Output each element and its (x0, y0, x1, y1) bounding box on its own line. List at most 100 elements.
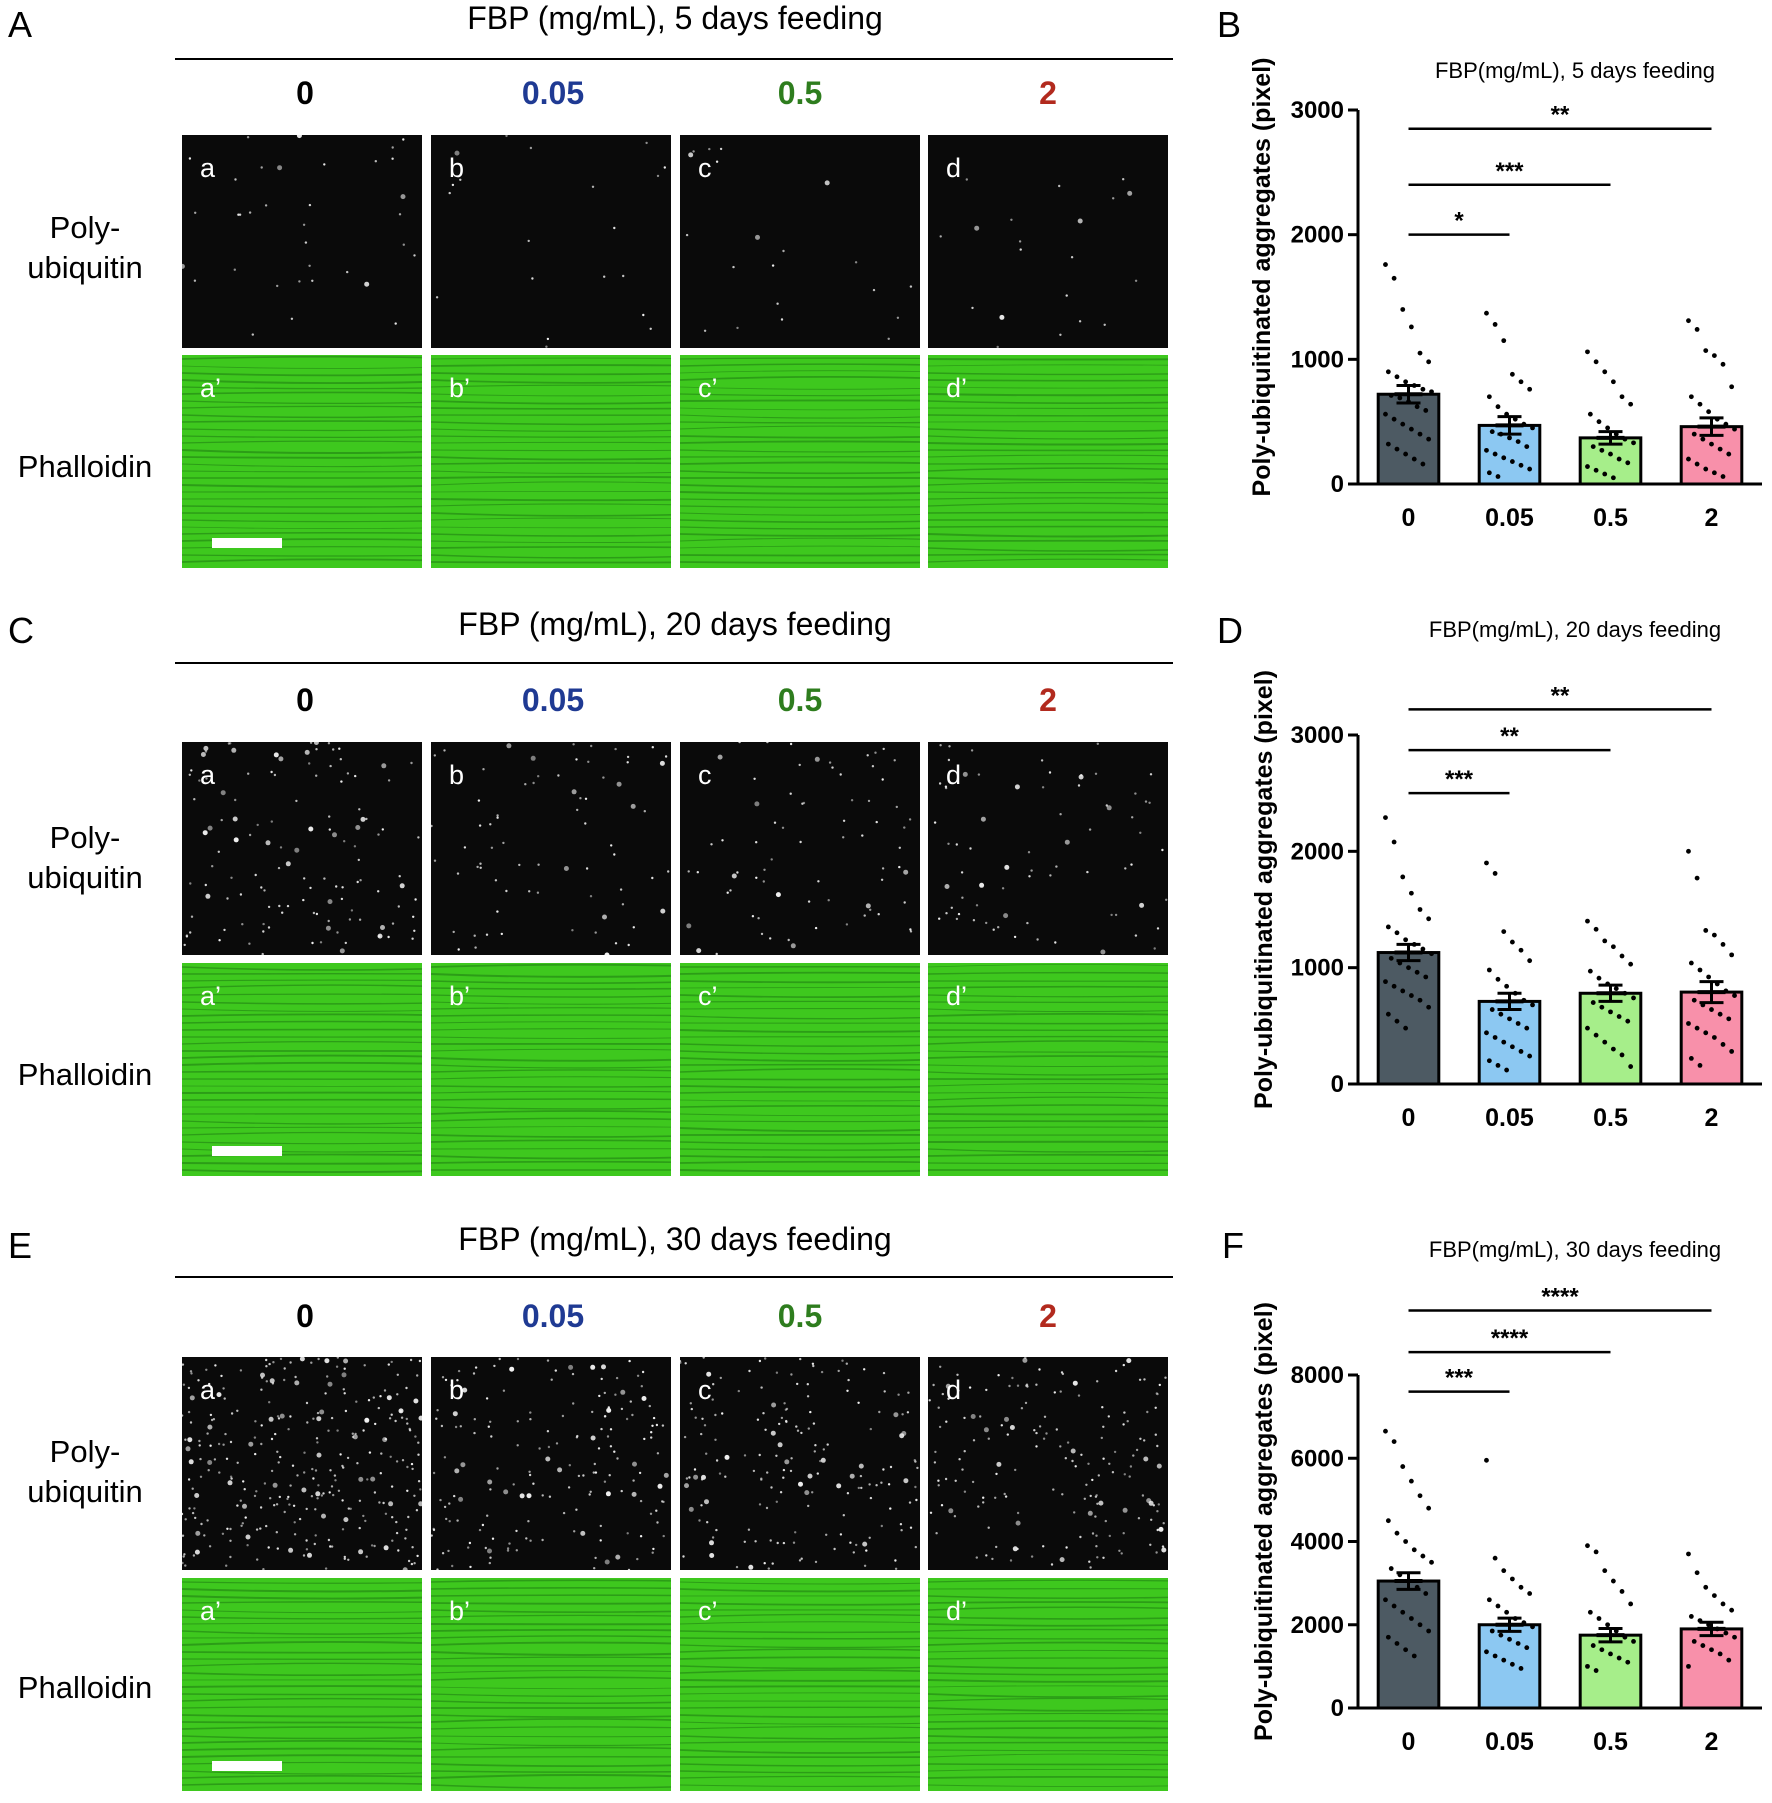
y-tick-label: 4000 (1291, 1529, 1344, 1556)
data-point (1726, 451, 1732, 457)
data-point (1527, 1591, 1533, 1596)
data-point (1686, 848, 1691, 854)
significance-label: ** (1551, 102, 1570, 129)
data-point (1417, 1622, 1423, 1628)
data-point (1484, 1457, 1489, 1463)
data-point (1492, 1035, 1498, 1040)
data-point (1686, 456, 1691, 462)
data-point (1703, 1030, 1709, 1036)
data-point (1691, 997, 1697, 1003)
data-point (1484, 1030, 1489, 1036)
data-point (1403, 379, 1409, 385)
y-tick-label: 2000 (1291, 1612, 1344, 1639)
conc-label-2: 2 (1039, 75, 1057, 111)
tile-letter: c (698, 760, 712, 790)
data-point (1394, 446, 1400, 452)
x-tick-label: 2 (1705, 1728, 1719, 1756)
data-point (1385, 1011, 1391, 1017)
data-point (1590, 1643, 1596, 1648)
data-point (1501, 338, 1507, 344)
x-tick-label: 2 (1705, 504, 1719, 532)
y-tick-label: 3000 (1291, 722, 1344, 749)
data-point (1394, 374, 1400, 380)
data-point (1414, 404, 1420, 410)
data-point (1501, 455, 1507, 461)
data-point (1587, 411, 1593, 417)
polyubiquitin-micrograph: b (431, 742, 671, 955)
data-point (1703, 348, 1709, 354)
phalloidin-micrograph: a’ (182, 355, 422, 568)
conc-label-0: 0 (296, 75, 314, 111)
data-point (1408, 993, 1414, 998)
data-point (1697, 967, 1703, 973)
data-point (1423, 408, 1429, 413)
bar (1679, 990, 1744, 1086)
panel-e-rule (175, 1276, 1173, 1278)
data-point (1518, 1666, 1524, 1671)
y-tick-label: 0 (1331, 1695, 1344, 1722)
conc-label-005: 0.05 (521, 682, 585, 718)
data-point (1610, 379, 1616, 385)
row-label-polyubiquitin: Poly- ubiquitin (0, 818, 170, 898)
data-point (1729, 1607, 1735, 1613)
conc-label-2: 2 (1039, 1298, 1057, 1334)
data-point (1420, 946, 1426, 952)
tile-letter: b (449, 1375, 465, 1405)
y-tick-label: 6000 (1291, 1445, 1344, 1472)
conc-label-05: 0.5 (777, 682, 823, 718)
conc-label-05: 0.5 (777, 1298, 823, 1334)
data-point (1711, 1035, 1717, 1040)
data-point (1495, 1062, 1501, 1068)
data-point (1385, 441, 1391, 447)
data-point (1697, 1062, 1703, 1068)
tile-letter: c’ (698, 373, 718, 403)
data-point (1518, 379, 1524, 385)
data-point (1599, 1647, 1605, 1653)
significance-label: **** (1491, 1325, 1529, 1352)
data-point (1593, 1668, 1599, 1673)
data-point (1406, 965, 1411, 971)
data-point (1709, 441, 1714, 447)
data-point (1585, 1025, 1590, 1031)
data-point (1394, 1018, 1400, 1024)
data-point (1383, 411, 1388, 417)
tile-letter: b’ (449, 373, 471, 403)
data-point (1411, 1653, 1417, 1659)
bar (1578, 1633, 1643, 1710)
x-tick-label: 2 (1705, 1104, 1719, 1132)
x-tick-label: 0.5 (1593, 1104, 1628, 1132)
panel-letter-b: B (1217, 4, 1242, 45)
data-point (1391, 416, 1397, 422)
data-point (1709, 1007, 1714, 1012)
chart-title: FBP(mg/mL), 30 days feeding (1429, 1237, 1721, 1262)
data-point (1515, 1021, 1521, 1026)
data-point (1720, 474, 1726, 479)
bar (1578, 991, 1643, 1086)
data-point (1426, 1628, 1432, 1634)
data-point (1726, 1016, 1732, 1022)
x-tick-label: 0 (1402, 504, 1416, 532)
data-point (1717, 446, 1723, 452)
polyubiquitin-micrograph: a (182, 1357, 422, 1570)
conc-label-05: 0.5 (777, 75, 823, 111)
y-tick-label: 8000 (1291, 1362, 1344, 1389)
data-point (1688, 1056, 1694, 1061)
y-axis-label: Poly-ubiquitinated aggregates (pixel) (1248, 58, 1276, 497)
data-point (1501, 1039, 1507, 1045)
y-tick-label: 1000 (1291, 955, 1344, 982)
data-point (1631, 995, 1636, 1001)
significance-label: *** (1445, 1365, 1474, 1392)
data-point (1530, 1624, 1535, 1630)
row-label-poly: Poly- (49, 820, 121, 855)
row-label-poly: Poly- (49, 210, 121, 245)
bar (1477, 999, 1542, 1086)
data-point (1688, 960, 1694, 966)
data-point (1729, 384, 1735, 390)
phalloidin-micrograph: c’ (680, 355, 920, 568)
data-point (1509, 371, 1515, 377)
polyubiquitin-micrograph: a (182, 742, 422, 955)
data-point (1501, 1568, 1507, 1574)
data-point (1492, 322, 1498, 327)
data-point (1524, 1645, 1530, 1651)
data-point (1403, 937, 1409, 943)
